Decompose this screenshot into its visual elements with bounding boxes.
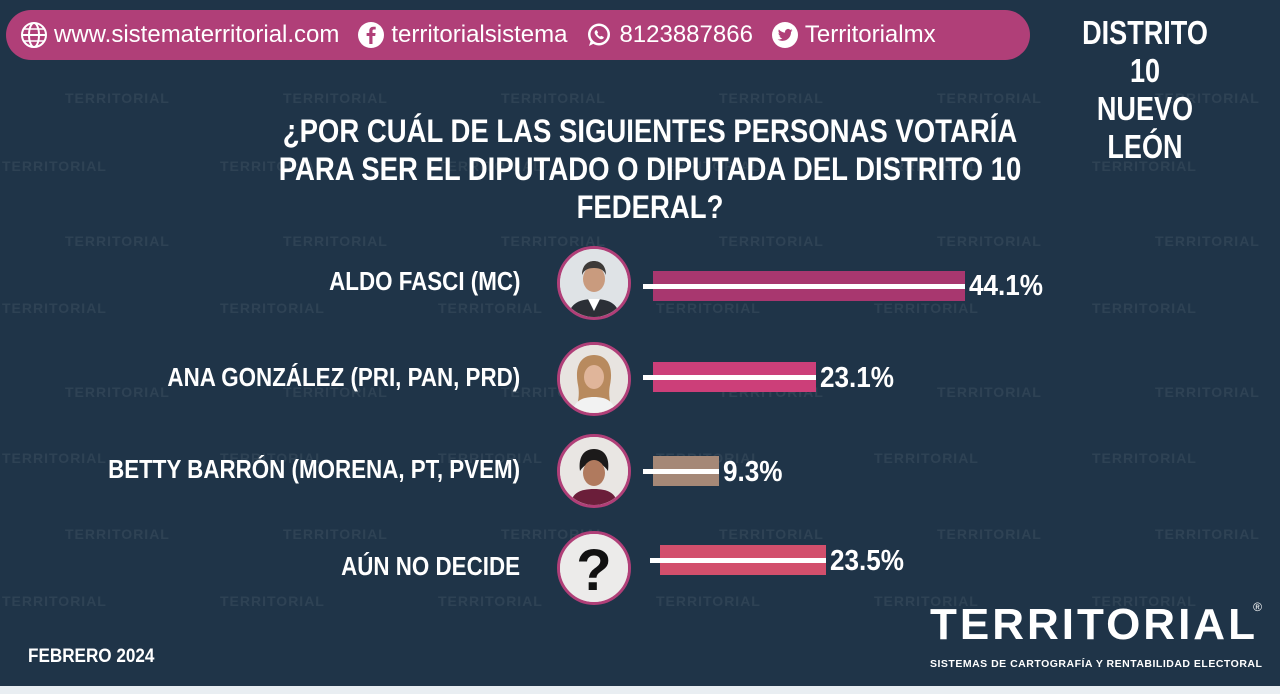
watermark-text: TERRITORIAL — [874, 450, 979, 466]
watermark-text: TERRITORIAL — [438, 300, 543, 316]
contact-whatsapp[interactable]: 8123887866 — [585, 21, 753, 49]
watermark-text: TERRITORIAL — [438, 450, 543, 466]
avatar-betty-barron — [557, 434, 631, 508]
watermark-text: TERRITORIAL — [1092, 593, 1197, 609]
bar-ana-gonzalez — [643, 362, 817, 392]
watermark-text: TERRITORIAL — [2, 450, 107, 466]
contact-bar: www.sistematerritorial.com territorialsi… — [6, 10, 1030, 60]
watermark-text: TERRITORIAL — [2, 158, 107, 174]
website-text: www.sistematerritorial.com — [54, 21, 340, 48]
contact-twitter[interactable]: Territorialmx — [771, 21, 936, 49]
chart-title: ¿POR CUÁL DE LAS SIGUIENTES PERSONAS VOT… — [220, 112, 1080, 226]
watermark-text: TERRITORIAL — [283, 526, 388, 542]
watermark-text: TERRITORIAL — [2, 593, 107, 609]
person-icon — [560, 345, 628, 413]
territorial-logo: TERRITORIAL ® SISTEMAS DE CARTOGRAFÍA Y … — [930, 600, 1270, 670]
twitter-icon — [771, 22, 798, 48]
person-icon — [560, 437, 628, 505]
watermark-text: TERRITORIAL — [438, 593, 543, 609]
watermark-text: TERRITORIAL — [220, 158, 325, 174]
watermark-text: TERRITORIAL — [65, 526, 170, 542]
twitter-text: Territorialmx — [804, 21, 936, 48]
watermark-text: TERRITORIAL — [1092, 450, 1197, 466]
watermark-text: TERRITORIAL — [937, 90, 1042, 106]
value-label-betty-barron: 9.3% — [722, 456, 783, 488]
bar-betty-barron — [643, 456, 719, 486]
survey-date: FEBRERO 2024 — [28, 646, 155, 667]
watermark-text: TERRITORIAL — [283, 384, 388, 400]
logo-tagline: SISTEMAS DE CARTOGRAFÍA Y RENTABILIDAD E… — [930, 658, 1263, 670]
value-label-ana-gonzalez: 23.1% — [820, 362, 895, 394]
watermark-text: TERRITORIAL — [1155, 233, 1260, 249]
category-label-aldo-fasci: ALDO FASCI (MC) — [328, 266, 520, 296]
watermark-text: TERRITORIAL — [501, 233, 606, 249]
watermark-text: TERRITORIAL — [937, 526, 1042, 542]
district-line-1: DISTRITO 10 — [1082, 14, 1208, 89]
avatar-aldo-fasci — [557, 246, 631, 320]
watermark-text: TERRITORIAL — [719, 233, 824, 249]
watermark-text: TERRITORIAL — [1155, 384, 1260, 400]
watermark-text: TERRITORIAL — [1092, 158, 1197, 174]
watermark-text: TERRITORIAL — [65, 384, 170, 400]
watermark-text: TERRITORIAL — [874, 158, 979, 174]
bar-aldo-fasci — [643, 271, 965, 301]
watermark-text: TERRITORIAL — [65, 90, 170, 106]
avatar-ana-gonzalez — [557, 342, 631, 416]
watermark-text: TERRITORIAL — [220, 300, 325, 316]
whatsapp-text: 8123887866 — [619, 21, 753, 48]
watermark-text: TERRITORIAL — [719, 90, 824, 106]
watermark-text: TERRITORIAL — [220, 450, 325, 466]
watermark-text: TERRITORIAL — [1092, 300, 1197, 316]
bar-aun-no-decide — [650, 545, 827, 575]
category-label-betty-barron: BETTY BARRÓN (MORENA, PT, PVEM) — [107, 454, 520, 484]
watermark-text: TERRITORIAL — [283, 90, 388, 106]
person-icon — [560, 249, 628, 317]
chart-title-line-2: PARA SER EL DIPUTADO O DIPUTADA DEL DIST… — [278, 151, 1022, 225]
whatsapp-icon — [588, 23, 611, 46]
watermark-text: TERRITORIAL — [656, 158, 761, 174]
watermark-text: TERRITORIAL — [65, 233, 170, 249]
value-label-aun-no-decide: 23.5% — [830, 545, 905, 577]
question-mark-icon: ? — [560, 534, 628, 602]
contact-facebook[interactable]: territorialsistema — [357, 21, 567, 49]
watermark-text: TERRITORIAL — [501, 90, 606, 106]
registered-mark: ® — [1253, 600, 1262, 614]
globe-icon — [21, 22, 47, 48]
watermark-text: TERRITORIAL — [874, 300, 979, 316]
svg-text:?: ? — [576, 538, 611, 602]
contact-website[interactable]: www.sistematerritorial.com — [20, 21, 339, 49]
avatar-undecided: ? — [557, 531, 631, 605]
watermark-text: TERRITORIAL — [283, 233, 388, 249]
facebook-text: territorialsistema — [391, 21, 568, 48]
watermark-text: TERRITORIAL — [937, 384, 1042, 400]
watermark-text: TERRITORIAL — [719, 526, 824, 542]
watermark-text: TERRITORIAL — [1155, 526, 1260, 542]
watermark-text: TERRITORIAL — [656, 593, 761, 609]
watermark-text: TERRITORIAL — [937, 233, 1042, 249]
category-label-aun-no-decide: AÚN NO DECIDE — [341, 551, 520, 581]
watermark-text: TERRITORIAL — [1155, 90, 1260, 106]
logo-wordmark: TERRITORIAL — [930, 600, 1258, 649]
category-label-ana-gonzalez: ANA GONZÁLEZ (PRI, PAN, PRD) — [167, 362, 520, 392]
watermark-text: TERRITORIAL — [656, 300, 761, 316]
watermark-text: TERRITORIAL — [2, 300, 107, 316]
district-line-2: NUEVO LEÓN — [1096, 90, 1194, 165]
watermark-text: TERRITORIAL — [220, 593, 325, 609]
facebook-icon — [358, 22, 385, 48]
value-label-aldo-fasci: 44.1% — [969, 270, 1044, 302]
watermark-text: TERRITORIAL — [874, 593, 979, 609]
district-title: DISTRITO 10 NUEVO LEÓN — [1067, 14, 1223, 166]
watermark-text: TERRITORIAL — [438, 158, 543, 174]
chart-title-line-1: ¿POR CUÁL DE LAS SIGUIENTES PERSONAS VOT… — [282, 113, 1018, 149]
